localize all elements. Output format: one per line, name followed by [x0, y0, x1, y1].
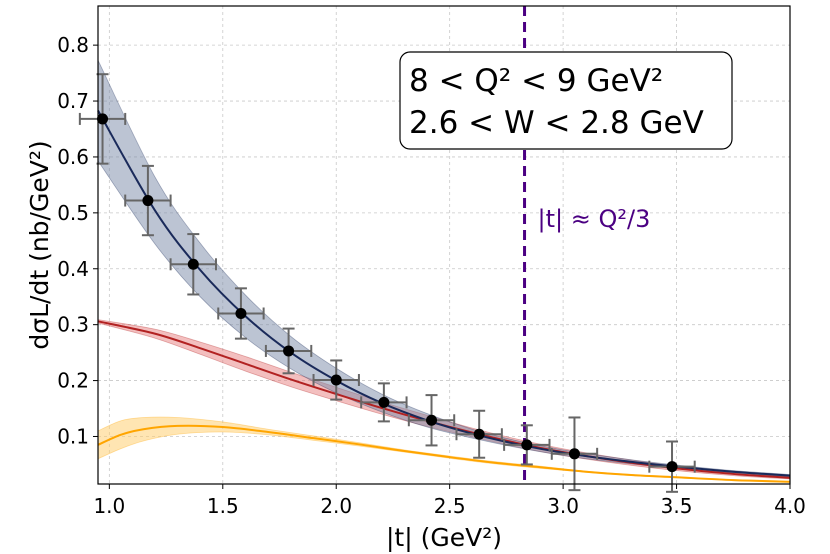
data-point	[426, 414, 438, 426]
data-point	[187, 258, 199, 270]
annotation-w-range: 2.6 < W < 2.8 GeV	[409, 105, 704, 141]
data-point	[473, 428, 485, 440]
annotation-box: 8 < Q² < 9 GeV² 2.6 < W < 2.8 GeV	[399, 51, 733, 150]
data-point	[378, 396, 390, 408]
data-points	[97, 113, 678, 473]
y-tick-label: 0.6	[57, 145, 89, 169]
curve-model-2	[97, 424, 791, 483]
x-tick-label: 3.0	[547, 494, 579, 518]
curve-total-fit	[97, 110, 791, 477]
x-axis-title: |t| (GeV²)	[386, 523, 502, 552]
y-tick-label: 0.2	[57, 369, 89, 393]
x-tick-label: 4.0	[774, 494, 806, 518]
data-point	[568, 448, 580, 460]
x-tick-label: 3.5	[661, 494, 693, 518]
x-tick-label: 2.0	[320, 494, 352, 518]
data-point	[521, 439, 533, 451]
data-point	[666, 461, 678, 473]
vertical-line-label: |t| ≈ Q²/3	[538, 205, 651, 233]
data-point	[97, 113, 109, 125]
y-tick-label: 0.7	[57, 89, 89, 113]
y-tick-label: 0.3	[57, 313, 89, 337]
y-tick-label: 0.8	[57, 33, 89, 57]
y-tick-label: 0.4	[57, 257, 89, 281]
data-point	[235, 307, 247, 319]
y-tick-label: 0.1	[57, 424, 89, 448]
y-axis-title: dσL/dt (nb/GeV²)	[25, 140, 54, 349]
x-tick-label: 2.5	[434, 494, 466, 518]
y-axis-ticks: 0.1 0.2 0.3 0.4 0.5 0.6 0.7 0.8	[57, 33, 98, 448]
annotation-box-frame	[399, 51, 733, 150]
x-axis-ticks: 1.0 1.5 2.0 2.5 3.0 3.5 4.0	[93, 484, 806, 518]
x-tick-label: 1.5	[207, 494, 239, 518]
plot-frame	[97, 5, 791, 485]
data-point	[283, 345, 295, 357]
y-tick-label: 0.5	[57, 201, 89, 225]
annotation-q2-range: 8 < Q² < 9 GeV²	[409, 63, 663, 99]
data-point	[142, 195, 154, 207]
x-tick-label: 1.0	[93, 494, 125, 518]
data-point	[330, 374, 342, 386]
